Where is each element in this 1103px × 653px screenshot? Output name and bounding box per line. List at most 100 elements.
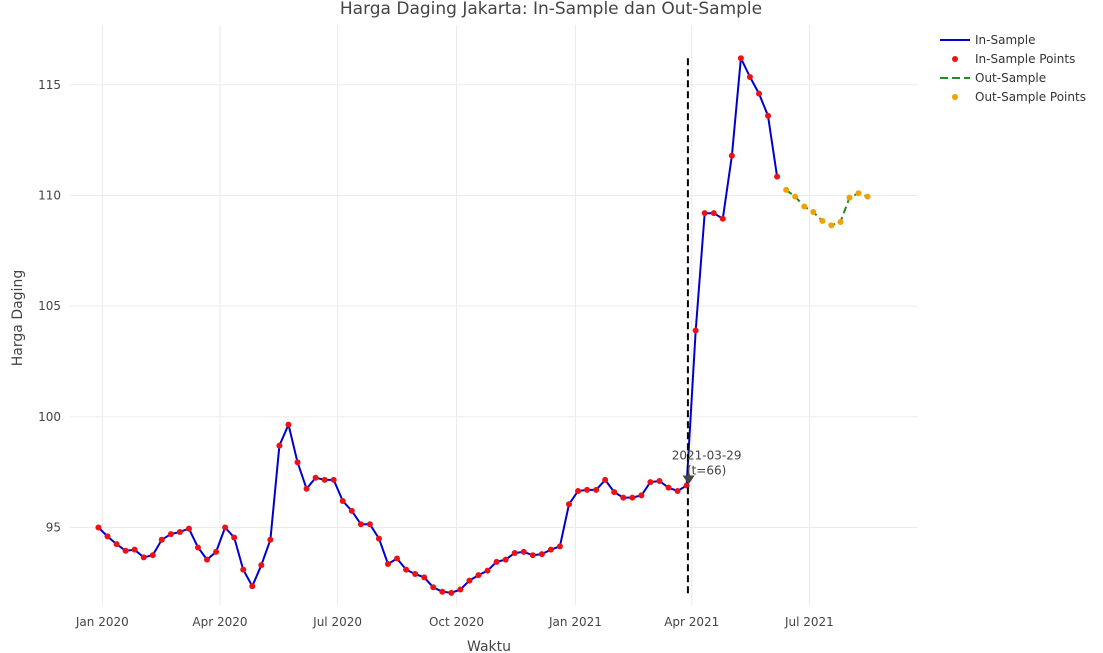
in-sample-point <box>366 521 373 528</box>
in-sample-point <box>575 487 582 494</box>
in-sample-point <box>638 492 645 499</box>
out-sample-line <box>785 189 868 227</box>
in-sample-point <box>538 551 545 558</box>
y-axis-title: Harga Daging <box>10 270 26 366</box>
in-sample-point <box>231 534 238 541</box>
in-sample-point <box>158 536 165 543</box>
in-sample-point <box>122 547 129 554</box>
chart-title: Harga Daging Jakarta: In-Sample dan Out-… <box>340 0 762 19</box>
in-sample-point <box>403 566 410 573</box>
in-sample-point <box>385 561 391 568</box>
x-tick-label: Oct 2020 <box>429 615 484 629</box>
in-sample-point <box>701 210 708 217</box>
in-sample-point <box>194 544 201 551</box>
in-sample-point <box>502 556 509 563</box>
in-sample-point <box>240 566 247 573</box>
in-sample-point <box>294 459 301 466</box>
in-sample-point <box>737 55 744 62</box>
in-sample-point <box>746 74 753 81</box>
annotation-date: 2021-03-29 <box>672 448 742 462</box>
in-sample-point <box>131 546 138 553</box>
in-sample-point <box>258 562 265 569</box>
annotation-arrowhead <box>682 475 695 485</box>
in-sample-point <box>448 589 455 596</box>
out-sample-point <box>801 203 808 210</box>
in-sample-point <box>213 548 220 555</box>
y-tick-label: 100 <box>38 410 61 424</box>
in-sample-point <box>565 501 572 508</box>
in-sample-point <box>692 327 699 334</box>
in-sample-point <box>556 543 563 550</box>
in-sample-point <box>710 210 717 217</box>
in-sample-point <box>249 583 256 590</box>
in-sample-point <box>95 524 102 531</box>
annotation-index: (t=66) <box>687 463 726 477</box>
in-sample-point <box>149 552 156 559</box>
in-sample-point <box>104 533 111 540</box>
in-sample-point <box>457 586 464 593</box>
in-sample-point <box>756 90 762 97</box>
y-tick-label: 95 <box>46 521 61 535</box>
x-tick-label: Apr 2020 <box>192 615 247 629</box>
in-sample-point <box>611 489 618 496</box>
in-sample-point <box>167 531 174 538</box>
in-sample-point <box>665 484 672 491</box>
legend-item-out-sample-points[interactable]: Out-Sample Points <box>952 90 1086 104</box>
out-sample-point <box>819 217 826 224</box>
in-sample-point <box>620 494 627 501</box>
x-tick-labels: Jan 2020 Apr 2020 Jul 2020 Oct 2020 Jan 2021… <box>75 615 834 629</box>
legend-item-in-sample[interactable]: In-Sample <box>940 33 1035 47</box>
series-layer <box>95 55 871 596</box>
in-sample-point <box>394 555 401 562</box>
in-sample-point <box>728 152 735 159</box>
legend-item-in-sample-points[interactable]: In-Sample Points <box>952 52 1075 66</box>
in-sample-point <box>375 535 382 542</box>
legend-label-out-sample-points: Out-Sample Points <box>975 90 1086 104</box>
annotation-layer: 2021-03-29(t=66) <box>672 448 742 485</box>
in-sample-point <box>629 494 636 501</box>
in-sample-point <box>267 536 274 543</box>
out-sample-point <box>855 190 862 197</box>
out-sample-point <box>783 186 790 193</box>
in-sample-point <box>303 485 310 492</box>
x-tick-label: Jan 2021 <box>548 615 602 629</box>
in-sample-point <box>719 215 726 222</box>
in-sample-point <box>593 486 600 493</box>
in-sample-point <box>176 528 183 535</box>
in-sample-point <box>466 577 473 584</box>
in-sample-line <box>97 57 779 594</box>
in-sample-point <box>185 525 192 532</box>
legend-label-out-sample: Out-Sample <box>975 71 1046 85</box>
y-tick-labels: 95 100 105 110 115 <box>38 78 61 535</box>
in-sample-point <box>285 421 292 428</box>
in-sample-point <box>602 476 609 483</box>
x-tick-label: Apr 2021 <box>664 615 719 629</box>
out-sample-point <box>864 193 871 200</box>
y-tick-label: 105 <box>38 299 61 313</box>
legend-item-out-sample[interactable]: Out-Sample <box>940 71 1046 85</box>
in-sample-point <box>113 541 120 548</box>
in-sample-point <box>765 112 772 119</box>
in-sample-point <box>140 554 147 561</box>
out-sample-point <box>828 222 835 229</box>
in-sample-point <box>656 478 663 485</box>
x-tick-label: Jul 2021 <box>784 615 834 629</box>
in-sample-point <box>312 474 319 481</box>
in-sample-point <box>430 584 437 591</box>
in-sample-point <box>484 567 491 574</box>
x-tick-label: Jan 2020 <box>75 615 129 629</box>
in-sample-point <box>493 558 500 565</box>
in-sample-point <box>222 524 229 531</box>
in-sample-point <box>357 521 364 528</box>
in-sample-point <box>511 549 518 556</box>
in-sample-point <box>674 487 681 494</box>
legend[interactable]: In-Sample In-Sample Points Out-Sample Ou… <box>940 33 1086 104</box>
in-sample-point <box>547 546 554 553</box>
out-sample-point <box>810 209 817 216</box>
in-sample-point <box>520 548 527 555</box>
in-sample-point <box>276 442 283 449</box>
x-axis-title: Waktu <box>467 639 511 653</box>
legend-label-in-sample-points: In-Sample Points <box>975 52 1075 66</box>
legend-label-in-sample: In-Sample <box>975 33 1035 47</box>
in-sample-point <box>529 552 536 559</box>
